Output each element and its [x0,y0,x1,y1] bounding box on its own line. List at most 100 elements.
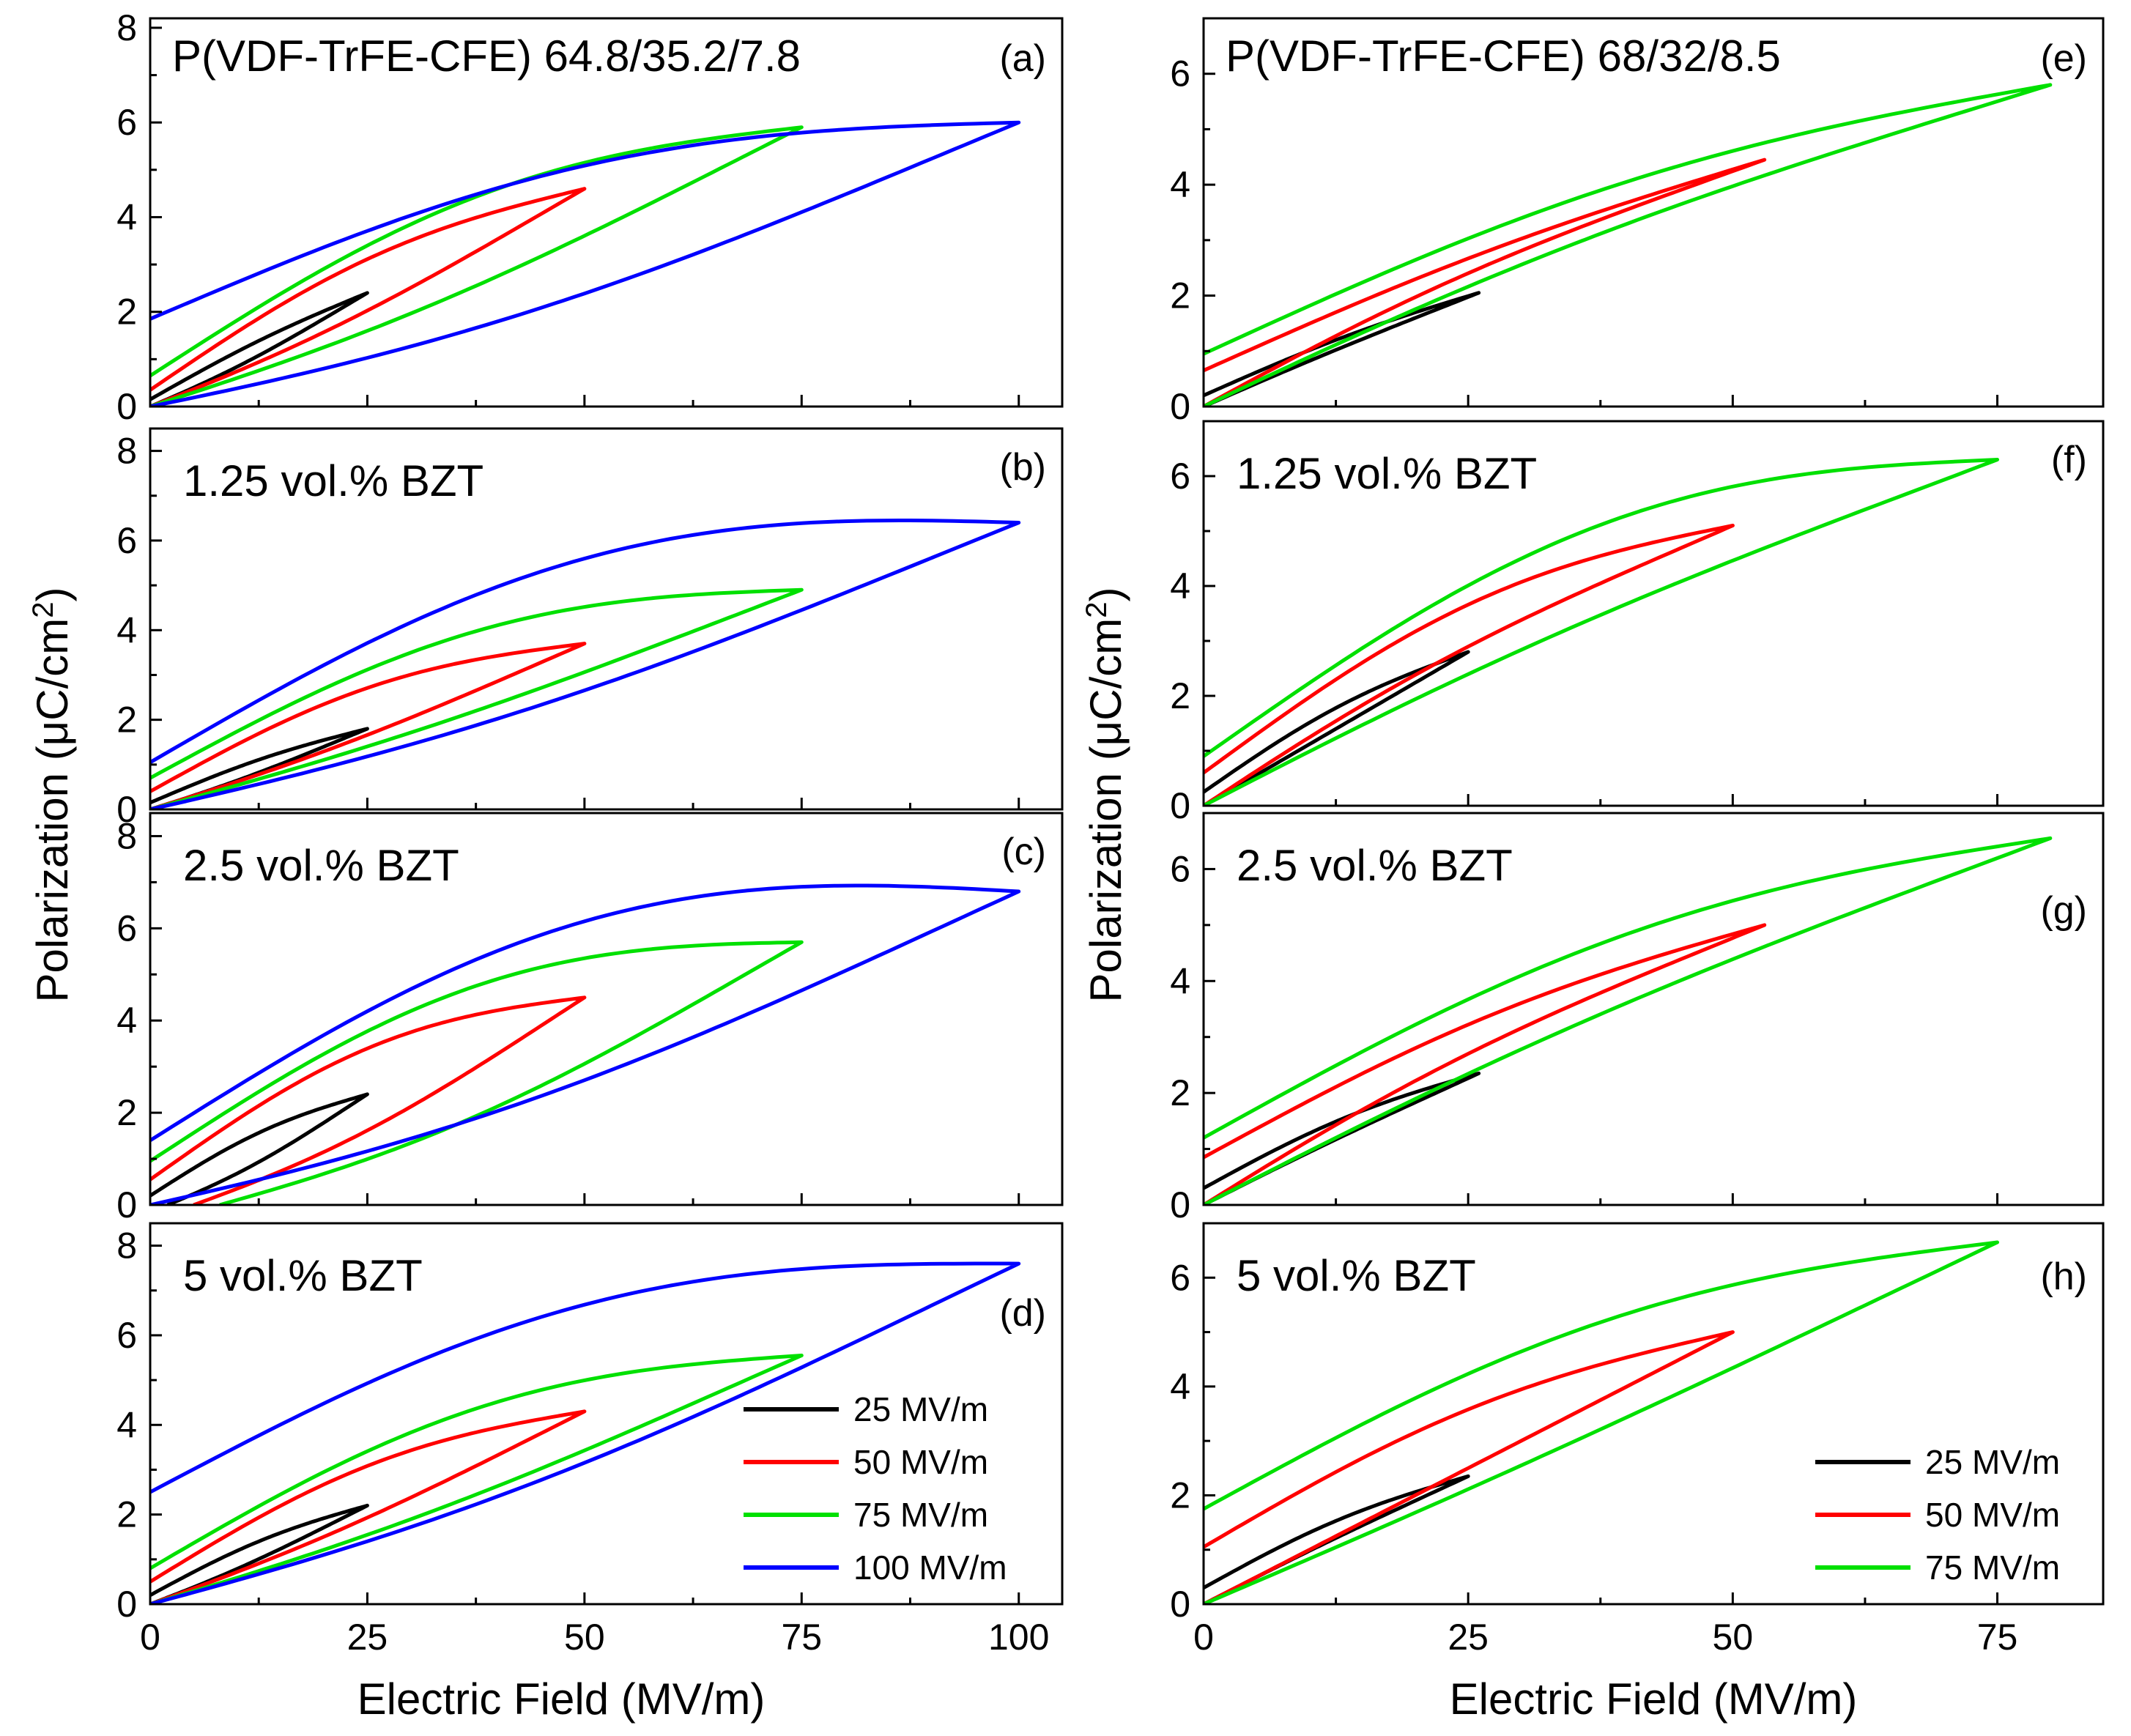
y-tick-label: 8 [116,7,137,48]
series-line-50-mv-m [150,642,587,809]
panel-letter: (a) [999,37,1046,80]
panels: 0 2 4 6 8 P(VDF-TrFE-CFE) 64.8/35.2/7.8 (a) 0 2 4… [116,7,2105,1658]
y-tick-label: 4 [1170,164,1190,205]
panel-letter: (d) [999,1292,1046,1335]
x-tick-label: 50 [1713,1617,1754,1658]
legend-label: 50 MV/m [853,1443,988,1481]
series-line-50-mv-m [150,187,587,407]
y-tick-label: 8 [116,815,137,856]
y-tick-label: 4 [1170,960,1190,1001]
series-group [150,120,1021,407]
y-tick-label: 2 [1170,675,1190,716]
y-tick-label: 2 [1170,1072,1190,1113]
panel-letter: (e) [2040,37,2087,80]
plot-frame [1202,1222,2105,1606]
y-tick-label: 8 [116,1225,137,1266]
legend: 25 MV/m 50 MV/m 75 MV/m [1815,1443,2060,1587]
x-tick-label: 0 [1193,1617,1214,1658]
panel-letter: (g) [2040,889,2087,932]
right-ylabel: Polarization (μC/cm2) [1081,587,1130,1003]
y-tick-label: 8 [116,431,137,472]
y-tick-label: 6 [116,102,137,143]
series-line-100-mv-m [150,1261,1021,1604]
y-tick-label: 0 [1170,785,1190,826]
y-tick-label: 0 [116,386,137,427]
y-tick-label: 6 [1170,456,1190,497]
series-group [150,883,1021,1205]
panel-title: P(VDF-TrFE-CFE) 68/32/8.5 [1226,31,1781,81]
y-tick-label: 4 [116,1000,137,1041]
y-tick-label: 4 [1170,565,1190,607]
panel-letter: (f) [2051,439,2087,481]
y-tick-label: 0 [116,1184,137,1225]
x-tick-label: 75 [1977,1617,2018,1658]
series-line-50-mv-m [150,1409,587,1604]
panel-title: 5 vol.% BZT [183,1251,423,1300]
panel-h: 0 2 4 6 0 25 50 75 5 vol.% BZT (h) 25 MV/m 50 MV/m 7… [1170,1222,2105,1658]
series-line-25-mv-m [150,727,369,809]
panel-letter: (b) [999,446,1046,489]
panel-e: 0 2 4 6 P(VDF-TrFE-CFE) 68/32/8.5 (e) [1170,17,2105,427]
y-tick-label: 0 [116,1584,137,1625]
series-line-100-mv-m [150,519,1021,809]
series-line-50-mv-m [1204,1330,1735,1604]
series-line-50-mv-m [1204,157,1767,407]
series-group [1204,458,1999,806]
plot-frame [149,427,1064,811]
panel-c: 0 2 4 6 8 2.5 vol.% BZT (c) [116,812,1064,1225]
legend-label: 25 MV/m [853,1390,988,1428]
plot-frame [149,812,1064,1206]
legend-label: 25 MV/m [1925,1443,2060,1481]
series-group [150,519,1021,809]
panel-a: 0 2 4 6 8 P(VDF-TrFE-CFE) 64.8/35.2/7.8 (a) [116,7,1064,427]
legend-label: 100 MV/m [853,1548,1007,1587]
series-group [1204,1240,1999,1604]
series-line-50-mv-m [1204,524,1735,806]
left-ylabel: Polarization (μC/cm2) [27,587,77,1003]
series-group [1204,83,2053,407]
series-line-50-mv-m [1204,923,1767,1205]
y-tick-label: 6 [116,520,137,561]
right-xlabel: Electric Field (MV/m) [1450,1674,1858,1724]
x-tick-label: 25 [347,1617,388,1658]
series-line-25-mv-m [1204,650,1470,806]
panel-title: 5 vol.% BZT [1237,1251,1476,1300]
series-line-25-mv-m [150,1503,369,1604]
series-line-100-mv-m [150,883,1021,1205]
y-tick-label: 0 [1170,1184,1190,1225]
panel-letter: (h) [2040,1255,2087,1298]
panel-title: 1.25 vol.% BZT [1237,449,1537,498]
series-line-75-mv-m [150,940,804,1205]
plot-frame [1202,17,2105,408]
y-tick-label: 6 [1170,53,1190,94]
series-line-75-mv-m [150,587,804,809]
y-tick-label: 6 [116,908,137,949]
y-tick-label: 2 [116,292,137,333]
panel-letter: (c) [1001,831,1046,873]
panel-title: P(VDF-TrFE-CFE) 64.8/35.2/7.8 [172,31,801,81]
y-tick-label: 4 [116,1404,137,1445]
y-tick-label: 2 [116,1494,137,1535]
y-tick-label: 4 [116,196,137,237]
series-line-100-mv-m [150,120,1021,407]
panel-g: 0 2 4 6 2.5 vol.% BZT (g) [1170,812,2105,1225]
legend-label: 50 MV/m [1925,1496,2060,1534]
series-line-75-mv-m [150,1354,804,1604]
y-tick-label: 6 [116,1315,137,1356]
series-line-25-mv-m [150,291,369,407]
series-group [150,1261,1021,1604]
legend-label: 75 MV/m [1925,1548,2060,1587]
panel-title: 2.5 vol.% BZT [183,841,459,890]
y-tick-label: 2 [1170,275,1190,316]
panel-title: 1.25 vol.% BZT [183,456,483,505]
panel-d: 0 2 4 6 8 0 25 50 75 100 5 vol.% BZT (d) 25 MV/m 50 M… [116,1222,1064,1658]
plot-frame [1202,420,2105,807]
y-tick-label: 0 [1170,1584,1190,1625]
y-tick-label: 2 [1170,1475,1190,1516]
legend-label: 75 MV/m [853,1496,988,1534]
y-tick-label: 0 [1170,386,1190,427]
panel-f: 0 2 4 6 1.25 vol.% BZT (f) [1170,420,2105,826]
y-tick-label: 6 [1170,848,1190,889]
series-line-25-mv-m [150,1092,369,1205]
